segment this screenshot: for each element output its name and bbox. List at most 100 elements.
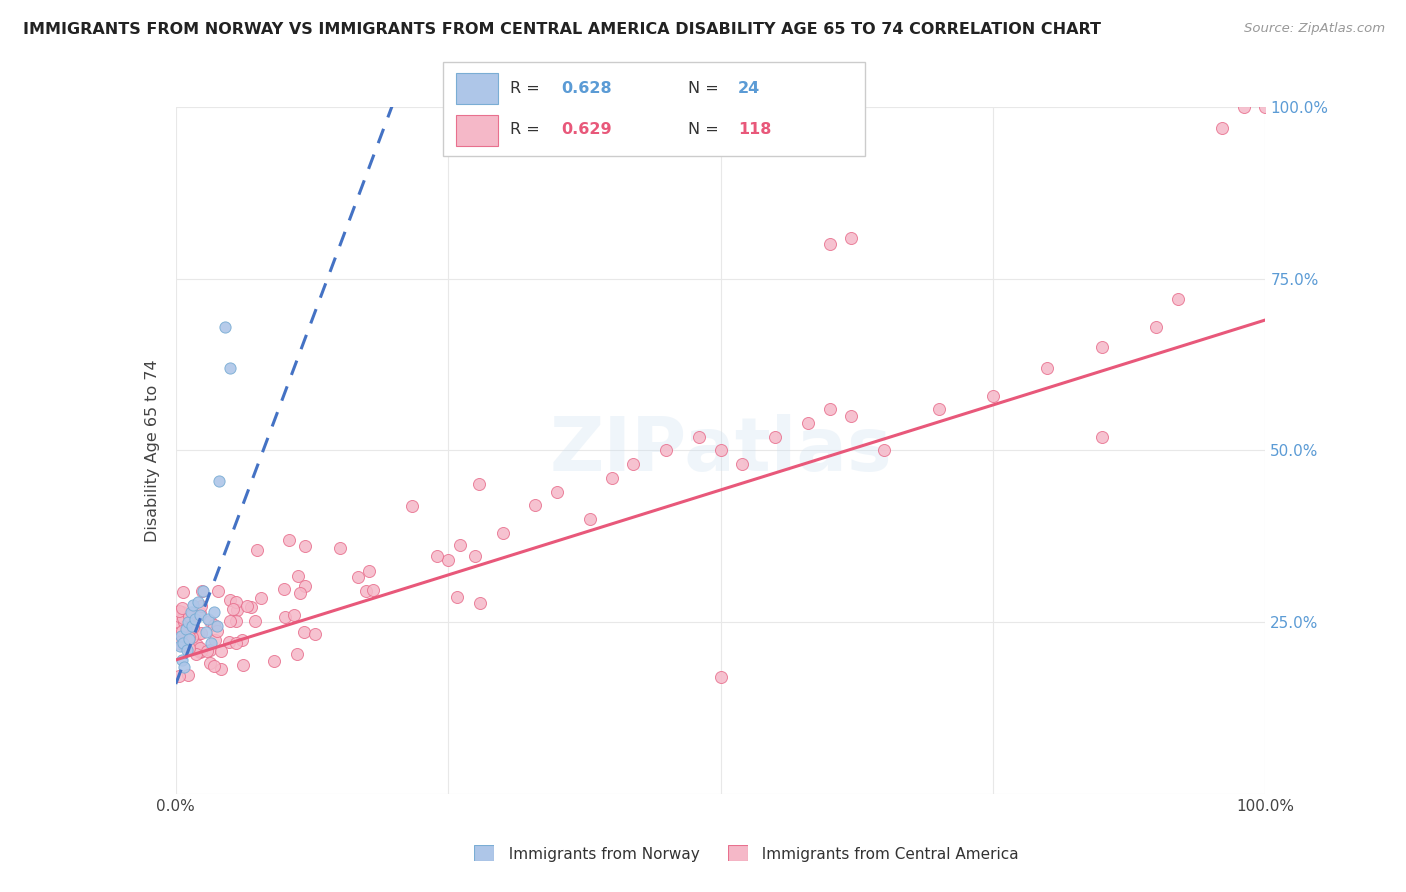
Point [841,409,863,423]
Point [169,639,191,653]
Point [1091,430,1114,444]
Point [184,640,207,655]
Point [359,564,381,578]
Point [818,402,841,417]
Point [688,430,710,444]
Point [449,538,471,552]
Point [180,630,202,644]
Text: N =: N = [688,122,724,137]
Point [167,636,190,650]
Point [169,615,191,630]
Text: 24: 24 [738,81,761,96]
Point [200,636,222,650]
Point [579,512,602,526]
Point [204,618,226,632]
Point [1254,100,1277,114]
Point [361,582,384,597]
Text: 0.628: 0.628 [561,81,612,96]
Point [600,471,623,485]
Point [190,599,212,613]
Point [225,595,247,609]
Point [198,656,221,670]
Point [818,237,841,252]
Point [710,443,733,458]
Point [621,457,644,471]
Point [401,499,423,513]
Point [188,641,211,656]
Point [928,402,950,417]
Point [181,619,204,633]
Point [329,541,352,555]
Point [232,657,254,672]
Point [191,584,214,599]
Point [197,612,219,626]
Point [195,625,218,640]
Point [170,624,193,639]
Point [181,620,204,634]
Point [278,533,301,548]
Point [172,636,194,650]
Point [179,628,201,642]
Point [219,592,242,607]
Point [1211,120,1233,135]
Point [176,642,198,657]
Point [173,615,195,630]
Point [172,653,194,667]
Text: R =: R = [510,122,546,137]
Point [177,668,200,682]
Point [187,626,209,640]
Point [294,539,316,553]
Point [202,605,225,619]
Point [190,606,212,620]
Point [170,629,193,643]
Point [167,608,190,623]
Point [184,626,207,640]
Point [225,603,247,617]
Point [1167,293,1189,307]
Point [437,552,460,566]
Point [177,632,200,647]
Point [181,598,204,612]
Point [710,670,733,684]
Point [470,596,492,610]
Point [219,361,242,376]
Point [167,669,190,683]
Point [524,499,547,513]
Point [240,600,263,615]
Point [283,607,305,622]
Point [218,614,240,628]
Point [243,614,266,628]
Text: IMMIGRANTS FROM NORWAY VS IMMIGRANTS FROM CENTRAL AMERICA DISABILITY AGE 65 TO 7: IMMIGRANTS FROM NORWAY VS IMMIGRANTS FRO… [24,22,1101,37]
Point [218,635,240,649]
Point [209,662,232,676]
Point [285,647,308,661]
Point [205,624,228,638]
Point [1232,100,1256,114]
Point [246,543,269,558]
Point [292,625,315,640]
Point [763,430,786,444]
Point [177,641,200,656]
Point [731,457,754,471]
Point [273,582,295,596]
Bar [456,115,498,145]
Text: Immigrants from Norway: Immigrants from Norway [499,847,700,862]
Text: Immigrants from Central America: Immigrants from Central America [752,847,1019,862]
Y-axis label: Disability Age 65 to 74: Disability Age 65 to 74 [145,359,160,541]
Point [184,612,207,626]
Text: N =: N = [688,81,724,96]
Point [426,549,449,564]
Point [294,579,316,593]
Point [202,658,225,673]
Point [1144,319,1167,334]
Point [177,630,200,644]
Point [181,622,204,636]
Point [796,416,818,430]
Point [177,615,200,630]
Point [492,525,515,540]
Point [464,549,486,563]
Text: 118: 118 [738,122,772,137]
Point [190,625,212,640]
Point [190,644,212,658]
Point [181,618,204,632]
